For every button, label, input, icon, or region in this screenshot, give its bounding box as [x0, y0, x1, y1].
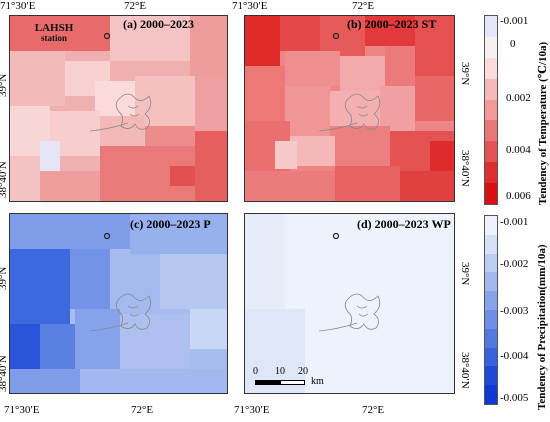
panel-a-grid [10, 16, 227, 201]
precip-swatch-6 [485, 309, 497, 329]
scale-label-0: 0 [253, 366, 258, 377]
temp-swatch-2 [485, 36, 497, 58]
temp-swatch-6 [485, 120, 497, 142]
precip-label-5: -0.005 [500, 392, 529, 404]
scale-unit: km [311, 376, 324, 387]
panel-c-precipitation-map: (c) 2000–2023 P [9, 213, 228, 394]
scale-label-20: 20 [298, 366, 308, 377]
temp-swatch-4 [485, 78, 497, 100]
precipitation-colorbar [484, 215, 498, 405]
temp-label-3: 0.002 [506, 92, 531, 104]
precip-swatch-8 [485, 347, 497, 367]
panel-a-temperature-map: (a) 2000–2023 LAHSH station [9, 15, 228, 202]
temp-label-1: -0.001 [500, 15, 529, 27]
station-label: LAHSH station [24, 22, 84, 44]
precip-swatch-9 [485, 366, 497, 386]
temp-swatch-7 [485, 141, 497, 163]
top-lon-tick-2: 72°E [124, 0, 147, 12]
top-lon-tick-3: 71°30′E [232, 0, 268, 12]
precip-label-1: -0.001 [500, 216, 529, 228]
precip-label-3: -0.003 [500, 305, 529, 317]
temp-label-5: 0.006 [506, 190, 531, 202]
precip-label-4: -0.004 [500, 350, 529, 362]
panel-d-title: (d) 2000–2023 WP [357, 217, 451, 231]
top-lon-tick-1: 71°30′E [0, 0, 36, 12]
panel-d-grid [245, 214, 454, 393]
lat-right-bottom-3840: 38°40′N [459, 352, 471, 389]
scale-segment-1 [255, 380, 280, 385]
station-label-line2: station [40, 33, 67, 43]
temp-swatch-1 [485, 16, 497, 37]
station-label-line1: LAHSH [34, 22, 74, 34]
precip-label-2: -0.002 [500, 258, 529, 270]
precip-swatch-2 [485, 234, 497, 254]
panel-c-grid [10, 214, 227, 393]
precip-swatch-10 [485, 385, 497, 404]
bottom-lon-tick-2: 72°E [131, 404, 154, 416]
precip-swatch-5 [485, 291, 497, 310]
temp-swatch-5 [485, 99, 497, 121]
lat-right-top-39: 39°N [459, 62, 471, 86]
precip-swatch-1 [485, 216, 497, 235]
precipitation-colorbar-title: Tendency of Precipitation(mm/10a) [536, 244, 548, 410]
panel-d-wp-map: (d) 2000–2023 WP 0 10 20 km [244, 213, 455, 394]
temperature-colorbar-title: Tendency of Temperature (℃/10a) [537, 41, 549, 205]
scale-segment-2 [280, 380, 305, 385]
bottom-lon-tick-1: 71°30′E [4, 404, 40, 416]
temp-label-2: 0 [510, 38, 516, 50]
bottom-lon-tick-4: 72°E [362, 404, 385, 416]
scale-label-10: 10 [275, 366, 285, 377]
top-lon-tick-4: 72°E [352, 0, 375, 12]
lat-left-top-3840: 38°40′N [0, 161, 9, 198]
temp-swatch-3 [485, 57, 497, 79]
panel-a-title: (a) 2000–2023 [123, 17, 194, 31]
lat-left-bottom-39: 39°N [0, 266, 9, 290]
temperature-colorbar [484, 15, 498, 205]
lat-left-top-39: 39°N [0, 73, 9, 97]
lat-right-top-3840: 38°40′N [459, 150, 471, 187]
scale-bar: 0 10 20 km [253, 366, 353, 392]
lat-left-bottom-3840: 38°40′N [0, 355, 9, 392]
precip-swatch-3 [485, 253, 497, 273]
panel-b-title: (b) 2000–2023 ST [347, 17, 437, 31]
panel-b-st-map: (b) 2000–2023 ST [244, 15, 455, 202]
temp-label-4: 0.004 [506, 144, 531, 156]
temp-swatch-8 [485, 162, 497, 183]
temp-swatch-9 [485, 183, 497, 204]
bottom-lon-tick-3: 71°30′E [234, 404, 270, 416]
precip-swatch-7 [485, 328, 497, 348]
lat-right-bottom-39: 39°N [459, 262, 471, 286]
precip-swatch-4 [485, 272, 497, 292]
panel-b-grid [245, 16, 454, 201]
panel-c-title: (c) 2000–2023 P [130, 217, 211, 231]
